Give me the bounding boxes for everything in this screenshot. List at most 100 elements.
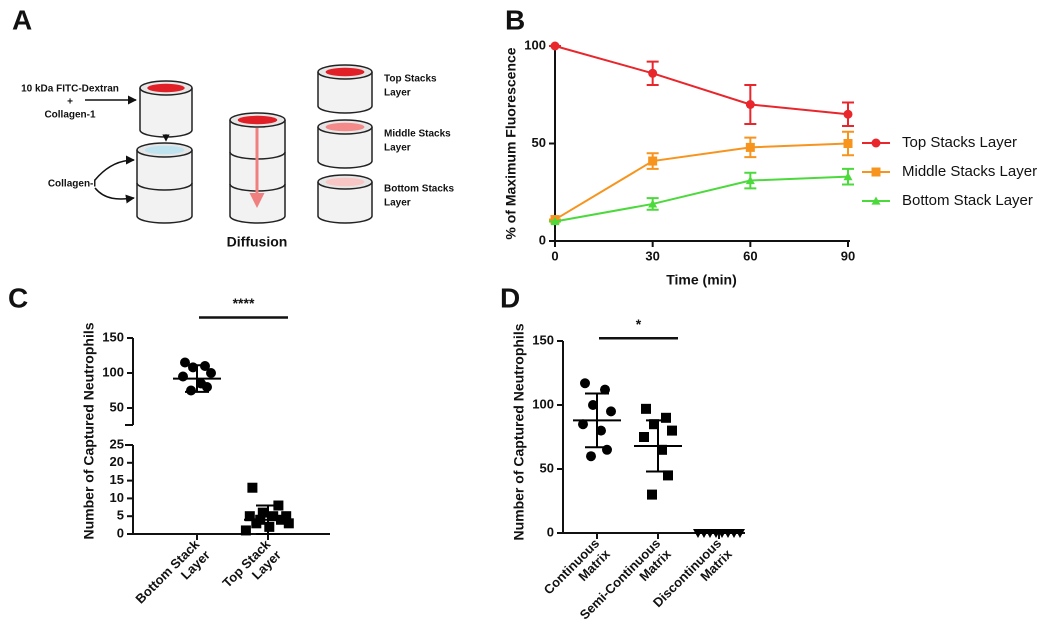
marker — [647, 489, 657, 500]
marker — [580, 378, 590, 389]
y-tick-label: 15 — [110, 472, 124, 487]
marker — [657, 444, 667, 455]
legend-label: Bottom Stack Layer — [902, 192, 1033, 209]
y-axis-label: Number of Captured Neutrophils — [81, 322, 97, 539]
marker — [588, 400, 598, 410]
marker — [661, 412, 671, 423]
marker — [871, 138, 881, 148]
marker — [281, 511, 292, 522]
input-label: + — [67, 97, 73, 108]
marker — [268, 511, 279, 522]
y-tick-label: 10 — [110, 490, 124, 505]
marker — [186, 385, 196, 396]
marker — [648, 199, 658, 208]
panel-label: A — [12, 4, 32, 35]
marker — [649, 419, 659, 430]
marker — [745, 100, 755, 109]
input-label: 10 kDa FITC-Dextran — [21, 84, 119, 95]
x-axis-label: Time (min) — [666, 272, 737, 288]
marker — [745, 142, 755, 152]
legend-label: Middle Stacks Layer — [902, 163, 1037, 180]
marker — [648, 68, 658, 78]
marker — [843, 139, 853, 148]
y-axis-label: Number of Captured Neutrophils — [511, 323, 527, 540]
cylinder-body — [317, 182, 373, 224]
x-tick-label: 30 — [645, 248, 659, 263]
diffusion-label: Diffusion — [227, 234, 288, 250]
layer-label: Middle Stacks — [384, 129, 451, 140]
marker — [871, 167, 881, 177]
marker — [843, 172, 853, 181]
y-tick-label: 50 — [532, 135, 546, 150]
y-tick-label: 0 — [547, 524, 554, 539]
marker — [257, 507, 268, 518]
layer-label: Bottom Stacks — [384, 184, 454, 195]
layer-label: Layer — [384, 198, 411, 209]
y-tick-label: 50 — [110, 399, 124, 414]
cylinder-body — [136, 150, 193, 224]
cylinder-fill — [237, 115, 278, 125]
layer-label: Layer — [384, 143, 411, 154]
marker — [843, 109, 853, 119]
marker — [264, 521, 275, 532]
marker — [871, 196, 881, 205]
y-tick-label: 20 — [110, 454, 124, 469]
cylinder-fill — [325, 67, 365, 77]
x-tick-label: Bottom StackLayer — [133, 536, 214, 617]
marker — [240, 525, 251, 536]
marker — [178, 371, 188, 382]
marker — [578, 419, 588, 430]
x-tick-label: Top StackLayer — [220, 536, 285, 601]
marker — [667, 425, 677, 436]
series-line — [554, 142, 849, 221]
significance-label: **** — [233, 295, 255, 311]
arrow — [94, 187, 135, 204]
cylinder-fill — [325, 177, 365, 187]
y-tick-label: 100 — [524, 37, 546, 52]
y-tick-label: 0 — [117, 525, 124, 540]
x-tick-label: 60 — [743, 248, 757, 263]
marker — [244, 511, 255, 522]
y-tick-label: 5 — [117, 508, 124, 523]
marker — [648, 156, 658, 166]
marker — [745, 176, 755, 185]
cylinder-body — [317, 72, 373, 114]
y-tick-label: 50 — [540, 460, 554, 475]
cylinder-fill — [325, 122, 365, 132]
y-tick-label: 0 — [539, 232, 546, 247]
marker — [206, 368, 216, 378]
y-tick-label: 25 — [110, 436, 124, 451]
input-label: Collagen-1 — [44, 110, 96, 121]
marker — [202, 382, 212, 392]
y-axis-label: % of Maximum Fluorescence — [503, 47, 519, 239]
cylinder-fill — [144, 145, 185, 155]
marker — [247, 482, 258, 493]
marker — [251, 518, 262, 529]
marker — [283, 518, 294, 529]
marker — [596, 425, 606, 436]
marker — [586, 451, 596, 462]
cylinder-fill — [147, 83, 185, 93]
significance-label: * — [636, 316, 642, 332]
y-tick-label: 150 — [532, 332, 554, 347]
panel-label: C — [8, 282, 28, 313]
panel-label: D — [500, 282, 520, 313]
y-tick-label: 100 — [102, 364, 124, 379]
marker — [639, 432, 649, 442]
x-tick-label: 0 — [551, 248, 558, 263]
marker — [550, 41, 560, 51]
layer-label: Top Stacks — [384, 74, 437, 85]
marker — [600, 384, 610, 395]
cylinder-divider — [136, 182, 193, 191]
legend-label: Top Stacks Layer — [902, 134, 1017, 151]
x-tick-label: 90 — [841, 248, 855, 263]
series-line — [554, 175, 849, 223]
collagen-label: Collagen-I — [48, 179, 97, 190]
layer-label: Layer — [384, 88, 411, 99]
y-tick-label: 100 — [532, 396, 554, 411]
marker — [550, 217, 560, 226]
y-tick-label: 150 — [102, 329, 124, 344]
cylinder-body — [317, 127, 373, 169]
marker — [606, 406, 616, 417]
